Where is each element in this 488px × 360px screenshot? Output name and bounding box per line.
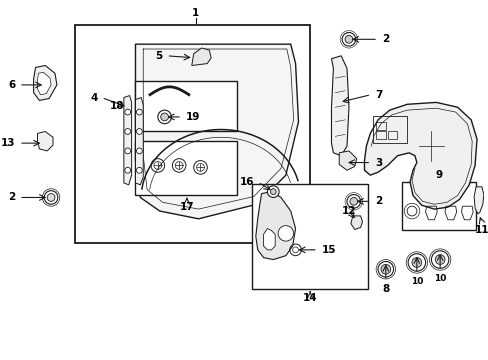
- Circle shape: [136, 167, 142, 173]
- Circle shape: [124, 129, 130, 134]
- Text: 18: 18: [109, 101, 123, 111]
- Bar: [135, 81, 237, 131]
- Text: 12: 12: [341, 206, 355, 216]
- Bar: [375, 131, 385, 139]
- Text: 3: 3: [374, 158, 382, 167]
- Text: 8: 8: [382, 284, 388, 294]
- Circle shape: [124, 148, 130, 154]
- Bar: [375, 122, 385, 130]
- Circle shape: [158, 110, 171, 124]
- Polygon shape: [123, 96, 131, 185]
- Text: 19: 19: [185, 112, 200, 122]
- Circle shape: [161, 113, 168, 121]
- Text: 10: 10: [410, 277, 422, 286]
- Circle shape: [377, 261, 393, 277]
- Circle shape: [278, 226, 293, 241]
- Bar: [251, 184, 367, 289]
- Polygon shape: [191, 48, 211, 66]
- Circle shape: [380, 264, 390, 274]
- Circle shape: [44, 191, 58, 204]
- Text: 17: 17: [179, 202, 194, 212]
- Text: 4: 4: [90, 93, 98, 103]
- Text: 7: 7: [374, 90, 382, 100]
- Text: 2: 2: [8, 193, 15, 202]
- Circle shape: [407, 254, 425, 271]
- Polygon shape: [350, 216, 362, 229]
- Circle shape: [136, 148, 142, 154]
- Text: 2: 2: [381, 34, 388, 44]
- Text: 6: 6: [8, 80, 15, 90]
- Circle shape: [411, 258, 421, 267]
- Text: 2: 2: [374, 196, 382, 206]
- Text: 9: 9: [435, 170, 442, 180]
- Bar: [75, 25, 309, 243]
- Text: 15: 15: [321, 245, 336, 255]
- Polygon shape: [135, 98, 143, 185]
- Circle shape: [267, 186, 279, 198]
- Text: 5: 5: [155, 51, 163, 61]
- Text: 14: 14: [302, 293, 317, 303]
- Text: 16: 16: [239, 177, 253, 187]
- Circle shape: [430, 251, 448, 268]
- Polygon shape: [339, 151, 356, 170]
- Circle shape: [345, 35, 352, 43]
- Circle shape: [47, 194, 55, 201]
- Polygon shape: [473, 187, 483, 214]
- Polygon shape: [364, 102, 476, 209]
- Polygon shape: [38, 72, 51, 95]
- Polygon shape: [255, 192, 295, 260]
- Bar: [387, 131, 397, 139]
- Circle shape: [434, 255, 444, 264]
- Circle shape: [136, 129, 142, 134]
- Polygon shape: [38, 131, 53, 151]
- Circle shape: [349, 198, 357, 205]
- Circle shape: [124, 109, 130, 115]
- Circle shape: [342, 32, 355, 46]
- Bar: [135, 141, 237, 194]
- Bar: [372, 116, 407, 143]
- Polygon shape: [135, 44, 298, 219]
- Circle shape: [270, 189, 276, 194]
- Bar: [402, 182, 475, 230]
- Circle shape: [136, 109, 142, 115]
- Polygon shape: [331, 56, 348, 156]
- Circle shape: [346, 194, 360, 208]
- Text: 1: 1: [192, 8, 199, 18]
- Polygon shape: [34, 66, 57, 100]
- Circle shape: [124, 167, 130, 173]
- Text: 10: 10: [433, 274, 446, 283]
- Text: 13: 13: [0, 138, 15, 148]
- Polygon shape: [263, 229, 275, 250]
- Text: 11: 11: [474, 225, 488, 235]
